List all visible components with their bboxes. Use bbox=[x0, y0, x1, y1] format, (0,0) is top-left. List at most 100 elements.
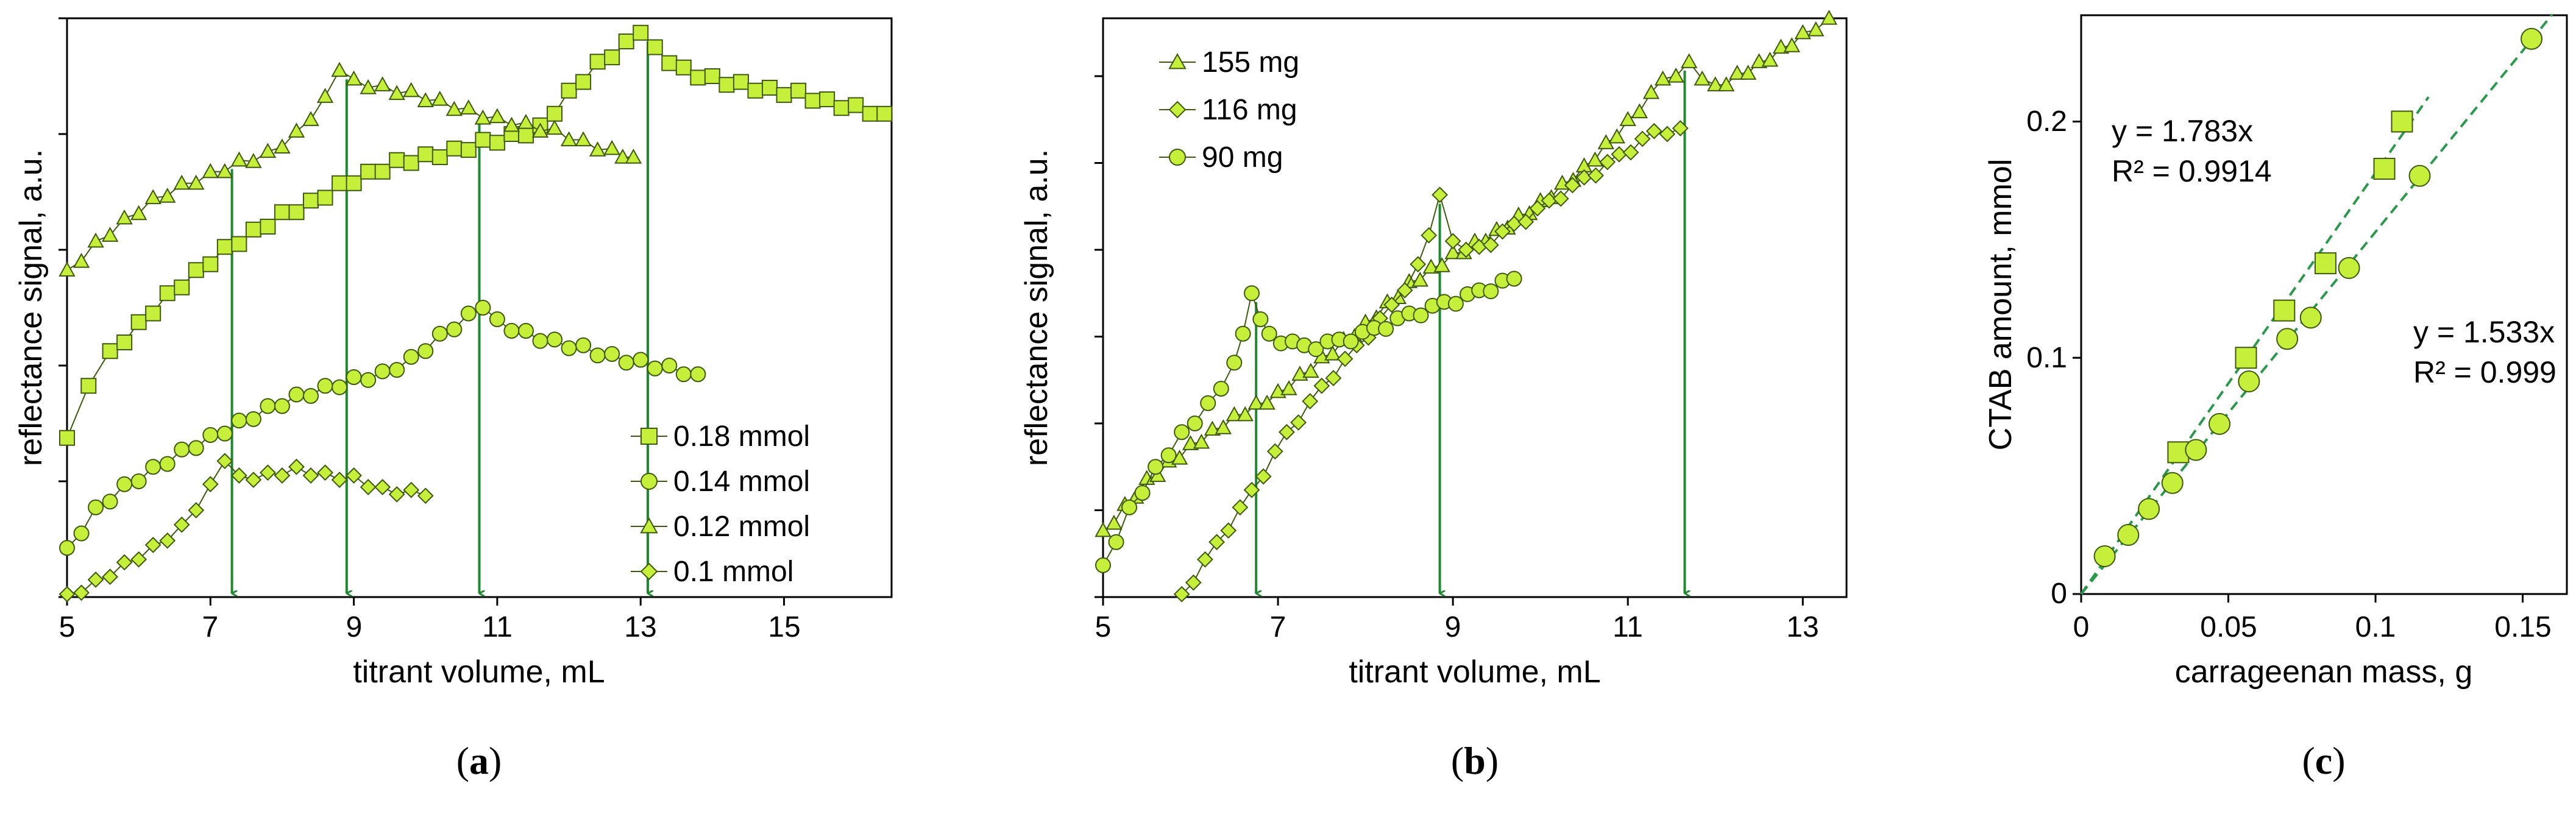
data-point bbox=[116, 554, 133, 571]
data-point bbox=[159, 456, 176, 472]
data-point bbox=[1226, 406, 1243, 422]
data-point bbox=[1645, 122, 1662, 140]
data-point bbox=[1220, 522, 1237, 539]
data-point bbox=[1642, 83, 1660, 99]
data-point bbox=[288, 458, 305, 475]
data-point bbox=[833, 100, 850, 116]
data-point bbox=[2238, 370, 2260, 393]
data-point bbox=[1193, 433, 1210, 449]
panel-c-ticks bbox=[2073, 120, 2524, 603]
data-point bbox=[2391, 110, 2413, 133]
panel-c: 0 0.05 0.1 0.15 0 0.1 0.2 carrageenan ma… bbox=[1983, 13, 2568, 782]
data-point bbox=[1235, 325, 1251, 342]
data-point bbox=[88, 499, 104, 515]
data-point bbox=[173, 516, 190, 533]
data-point bbox=[614, 148, 631, 164]
data-point bbox=[1694, 70, 1711, 86]
data-point bbox=[388, 85, 405, 101]
data-point bbox=[625, 148, 642, 164]
data-point bbox=[1458, 241, 1475, 258]
panel-c-plot-frame bbox=[2080, 14, 2568, 595]
data-point bbox=[503, 323, 520, 339]
panel-b-xtick-label: 7 bbox=[1270, 611, 1286, 643]
data-point bbox=[2138, 498, 2160, 520]
data-point bbox=[331, 472, 348, 489]
data-point bbox=[260, 219, 276, 235]
data-point bbox=[102, 568, 119, 585]
data-point bbox=[389, 362, 405, 378]
data-point bbox=[431, 325, 448, 342]
data-point bbox=[317, 464, 333, 481]
data-point bbox=[431, 90, 449, 106]
data-point bbox=[547, 331, 563, 348]
data-point bbox=[1447, 295, 1464, 312]
data-point bbox=[159, 188, 176, 203]
data-point bbox=[202, 427, 219, 443]
panel-b-legend-label: 116 mg bbox=[1202, 94, 1297, 126]
data-point bbox=[202, 163, 219, 179]
data-point bbox=[332, 379, 348, 395]
data-point bbox=[346, 369, 362, 385]
data-point bbox=[59, 261, 76, 277]
data-point bbox=[1213, 381, 1229, 397]
data-point bbox=[1634, 130, 1651, 147]
data-point bbox=[303, 387, 319, 404]
data-point bbox=[1252, 311, 1269, 327]
panel-b-label: (b) bbox=[1451, 739, 1499, 782]
panel-b-legend-markers bbox=[1159, 52, 1196, 166]
data-point bbox=[1608, 128, 1625, 144]
data-point bbox=[1483, 283, 1499, 300]
data-point bbox=[1182, 435, 1199, 450]
data-point bbox=[403, 348, 419, 365]
data-point bbox=[546, 119, 563, 135]
data-point bbox=[604, 49, 620, 66]
data-point bbox=[1255, 468, 1272, 485]
data-point bbox=[231, 236, 247, 252]
data-point bbox=[489, 311, 505, 327]
data-point bbox=[1247, 394, 1265, 410]
data-point bbox=[445, 101, 463, 116]
data-point bbox=[417, 487, 434, 504]
data-point bbox=[1280, 380, 1297, 395]
fit-1-equation: y = 1.783x bbox=[2112, 114, 2253, 148]
data-point bbox=[302, 111, 319, 126]
data-point bbox=[2373, 158, 2396, 180]
panel-c-label: (c) bbox=[2302, 739, 2345, 782]
data-point bbox=[489, 108, 506, 124]
data-point bbox=[733, 74, 749, 90]
data-point bbox=[1258, 394, 1276, 410]
data-point bbox=[274, 398, 290, 414]
data-point bbox=[130, 314, 147, 330]
data-point bbox=[589, 347, 606, 364]
data-point bbox=[173, 174, 190, 190]
data-point bbox=[417, 146, 434, 163]
data-point bbox=[1204, 420, 1221, 436]
data-point bbox=[188, 502, 205, 518]
data-point bbox=[848, 97, 864, 113]
panel-b-letter: b bbox=[1464, 739, 1486, 782]
data-point bbox=[331, 62, 348, 77]
data-point bbox=[2093, 545, 2116, 567]
data-point bbox=[1717, 76, 1735, 91]
data-point bbox=[216, 239, 233, 255]
data-point bbox=[260, 398, 276, 414]
data-point bbox=[403, 155, 419, 171]
data-point bbox=[1588, 167, 1604, 184]
data-point bbox=[216, 163, 233, 179]
data-point bbox=[1325, 370, 1342, 386]
data-point bbox=[460, 99, 477, 115]
data-point bbox=[690, 366, 706, 383]
series-line bbox=[1102, 278, 1514, 566]
data-point bbox=[245, 472, 262, 489]
data-point bbox=[1095, 557, 1111, 573]
data-point bbox=[159, 285, 176, 302]
legend-marker bbox=[640, 562, 658, 581]
data-point bbox=[618, 355, 634, 371]
data-point bbox=[1482, 236, 1499, 253]
data-point bbox=[532, 333, 548, 349]
panel-b-plot-frame bbox=[1102, 17, 1848, 598]
data-point bbox=[1599, 154, 1616, 171]
data-point bbox=[1529, 200, 1546, 217]
data-point bbox=[547, 105, 563, 122]
data-point bbox=[259, 143, 277, 158]
